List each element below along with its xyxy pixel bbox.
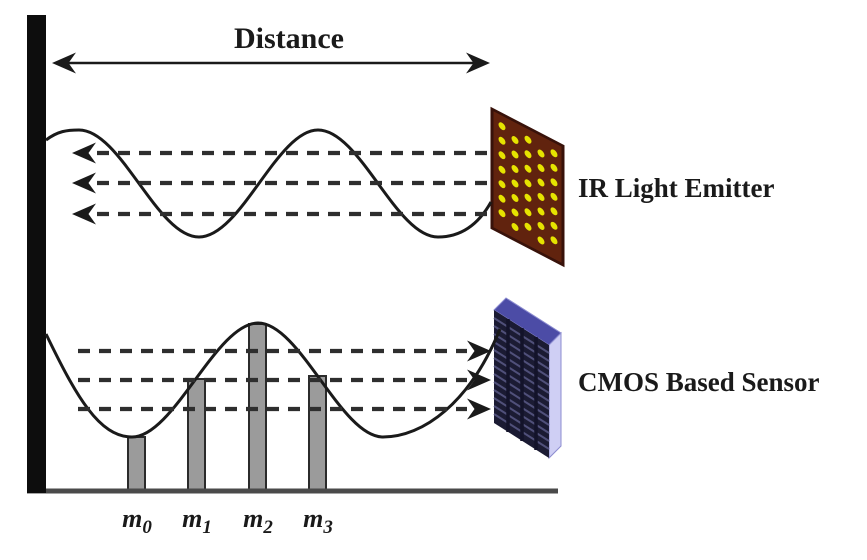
sensor-label: CMOS Based Sensor xyxy=(578,367,820,397)
right-arrowhead-icon xyxy=(467,398,491,420)
sample-base: m xyxy=(122,504,142,533)
sample-bar-m0 xyxy=(127,436,146,492)
distance-label: Distance xyxy=(234,22,344,55)
sample-label-m0: m0 xyxy=(122,504,152,538)
led-dot xyxy=(511,150,519,159)
sample-label-m2: m2 xyxy=(243,504,273,538)
sample-label-m3: m3 xyxy=(303,504,333,538)
emitted-wave xyxy=(45,128,493,239)
led-dot xyxy=(537,164,545,172)
led-dot xyxy=(498,165,506,174)
sample-label-m1: m1 xyxy=(182,504,212,538)
led-dot xyxy=(498,136,506,145)
ir-emitter-panel xyxy=(490,106,565,268)
led-dot xyxy=(550,221,558,230)
led-dot xyxy=(511,223,519,231)
reflected-rays xyxy=(78,348,467,412)
emitted-ray-arrowheads xyxy=(72,142,96,225)
sample-bar-m1 xyxy=(187,378,206,492)
ir-led-dots xyxy=(498,122,558,245)
led-dot xyxy=(524,164,532,173)
led-dot xyxy=(550,178,558,187)
led-dot xyxy=(511,208,519,217)
left-arrowhead-icon xyxy=(72,203,96,225)
sensor-side-face xyxy=(548,331,562,460)
led-dot xyxy=(550,207,558,216)
led-dot xyxy=(498,180,506,189)
led-dot xyxy=(537,222,545,230)
led-dot xyxy=(498,151,506,160)
led-dot xyxy=(550,192,558,201)
sample-subscript: 3 xyxy=(322,517,333,538)
sample-base: m xyxy=(182,504,202,533)
sensor-pixel-columns xyxy=(506,319,538,450)
reflected-ray-arrowheads xyxy=(467,340,491,420)
emitter-board xyxy=(490,106,565,268)
led-dot xyxy=(511,165,519,173)
sample-base: m xyxy=(243,504,263,533)
led-dot xyxy=(550,163,558,172)
led-dot xyxy=(498,122,506,131)
sample-subscript: 2 xyxy=(262,517,273,538)
led-dot xyxy=(537,178,545,187)
reflected-wave xyxy=(44,321,502,439)
led-dot xyxy=(537,236,545,245)
led-dot xyxy=(498,194,506,203)
led-dot xyxy=(537,149,545,158)
led-dot xyxy=(511,136,519,144)
led-dot xyxy=(524,135,532,144)
led-dot xyxy=(511,179,519,188)
led-dot xyxy=(550,236,558,245)
cmos-sensor-panel xyxy=(493,297,562,460)
led-dot xyxy=(498,209,506,218)
emitter-label: IR Light Emitter xyxy=(578,173,774,203)
sample-subscript: 0 xyxy=(142,517,152,538)
left-arrowhead-icon xyxy=(72,172,96,194)
led-dot xyxy=(537,207,545,216)
led-dot xyxy=(524,193,532,202)
distance-arrow xyxy=(52,52,490,74)
led-dot xyxy=(511,194,519,202)
sample-base: m xyxy=(303,504,323,533)
sample-subscript: 1 xyxy=(202,517,212,538)
wall-bar xyxy=(27,15,46,493)
left-arrowhead-icon xyxy=(72,142,96,164)
emitted-rays xyxy=(97,150,487,217)
led-dot xyxy=(524,150,532,159)
led-dot xyxy=(537,193,545,201)
led-dot xyxy=(550,149,558,158)
led-dot xyxy=(524,208,532,217)
sample-bar-m3 xyxy=(308,375,327,492)
led-dot xyxy=(524,222,532,231)
led-dot xyxy=(524,179,532,188)
